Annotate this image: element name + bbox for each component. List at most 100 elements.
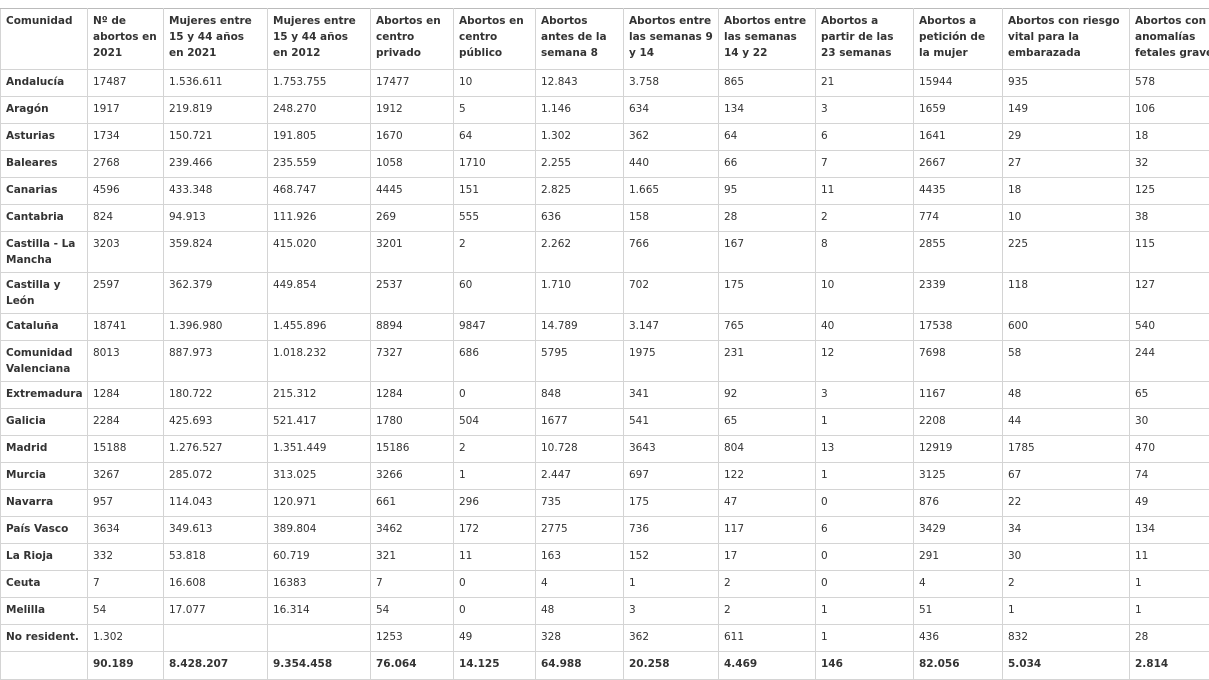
cell: 95: [718, 177, 816, 205]
cell: 127: [1129, 272, 1209, 314]
cell: 957: [87, 489, 164, 517]
cell: 5.034: [1002, 651, 1130, 680]
cell: 4.469: [718, 651, 816, 680]
cell: 1: [1002, 597, 1130, 625]
cell: 2768: [87, 150, 164, 178]
row-label: Castilla y León: [0, 272, 88, 314]
cell: 20.258: [623, 651, 719, 680]
cell: 468.747: [267, 177, 371, 205]
cell: 3267: [87, 462, 164, 490]
cell: 935: [1002, 69, 1130, 97]
cell: 152: [623, 543, 719, 571]
cell: 2855: [913, 231, 1003, 273]
cell: 3201: [370, 231, 454, 273]
cell: 2: [718, 570, 816, 598]
cell: 115: [1129, 231, 1209, 273]
cell: 48: [1002, 381, 1130, 409]
cell: 21: [815, 69, 914, 97]
row-label: Comunidad Valenciana: [0, 340, 88, 382]
cell: 54: [87, 597, 164, 625]
cell: 848: [535, 381, 624, 409]
table-row: Aragón 1917 219.819 248.270 1912 5 1.146 634 134…: [0, 96, 1209, 124]
cell: 865: [718, 69, 816, 97]
table-row: Melilla 54 17.077 16.314 54 0 48 3 2 1 51 1 1: [0, 597, 1209, 625]
row-label: Navarra: [0, 489, 88, 517]
row-label: Baleares: [0, 150, 88, 178]
cell: 158: [623, 204, 719, 232]
cell: 3: [623, 597, 719, 625]
cell: 94.913: [163, 204, 268, 232]
cell: 134: [718, 96, 816, 124]
table-body: Andalucía 17487 1.536.611 1.753.755 17477 10 1…: [0, 69, 1209, 680]
table-row: Navarra 957 114.043 120.971 661 296 735 175 47 0 8…: [0, 489, 1209, 517]
cell: 285.072: [163, 462, 268, 490]
cell: 8894: [370, 313, 454, 341]
cell: 2208: [913, 408, 1003, 436]
cell: 3634: [87, 516, 164, 544]
cell: 66: [718, 150, 816, 178]
cell: 1.351.449: [267, 435, 371, 463]
cell: 3.758: [623, 69, 719, 97]
cell: 14.789: [535, 313, 624, 341]
cell: 0: [815, 570, 914, 598]
cell: 436: [913, 624, 1003, 652]
table-row: No resident. 1.302 1253 49 328 362 611 1 436 832 2…: [0, 624, 1209, 652]
cell: 239.466: [163, 150, 268, 178]
table-row: Ceuta 7 16.608 16383 7 0 4 1 2 0 4 2 1: [0, 570, 1209, 598]
cell: 64: [718, 123, 816, 151]
column-header: Abortos a petición de la mujer: [913, 8, 1003, 70]
cell: 3.147: [623, 313, 719, 341]
cell: 1284: [370, 381, 454, 409]
cell: 150.721: [163, 123, 268, 151]
row-label: Melilla: [0, 597, 88, 625]
cell: 555: [453, 204, 536, 232]
cell: 876: [913, 489, 1003, 517]
cell: 22: [1002, 489, 1130, 517]
cell: 18: [1002, 177, 1130, 205]
cell: 1641: [913, 123, 1003, 151]
table-row: Canarias 4596 433.348 468.747 4445 151 2.825 1.…: [0, 177, 1209, 205]
cell: 2.255: [535, 150, 624, 178]
column-header: Abortos a partir de las 23 semanas: [815, 8, 914, 70]
cell: 2.447: [535, 462, 624, 490]
cell: 151: [453, 177, 536, 205]
cell: 3429: [913, 516, 1003, 544]
cell: 17.077: [163, 597, 268, 625]
column-header: Abortos en centro público: [453, 8, 536, 70]
cell: 15186: [370, 435, 454, 463]
cell: 2537: [370, 272, 454, 314]
row-label: Canarias: [0, 177, 88, 205]
cell: 332: [87, 543, 164, 571]
cell: 735: [535, 489, 624, 517]
cell: 736: [623, 516, 719, 544]
cell: 8.428.207: [163, 651, 268, 680]
cell: 0: [453, 570, 536, 598]
cell: 3462: [370, 516, 454, 544]
cell: 449.854: [267, 272, 371, 314]
column-header: Abortos con riesgo vital para la embaraz…: [1002, 8, 1130, 70]
cell: 244: [1129, 340, 1209, 382]
cell: 661: [370, 489, 454, 517]
cell: 321: [370, 543, 454, 571]
cell: 2: [453, 231, 536, 273]
cell: 5: [453, 96, 536, 124]
total-row: 90.189 8.428.207 9.354.458 76.064 14.125 64.9…: [0, 651, 1209, 680]
cell: 3266: [370, 462, 454, 490]
column-header: Abortos entre las semanas 14 y 22: [718, 8, 816, 70]
cell: 1.396.980: [163, 313, 268, 341]
cell: 7698: [913, 340, 1003, 382]
cell: 832: [1002, 624, 1130, 652]
cell: [267, 624, 371, 652]
cell: 433.348: [163, 177, 268, 205]
cell: 7: [815, 150, 914, 178]
cell: 2775: [535, 516, 624, 544]
cell: 765: [718, 313, 816, 341]
row-label: [0, 651, 88, 680]
cell: 12: [815, 340, 914, 382]
cell: 0: [815, 489, 914, 517]
cell: 167: [718, 231, 816, 273]
cell: 1: [1129, 597, 1209, 625]
cell: 2.825: [535, 177, 624, 205]
